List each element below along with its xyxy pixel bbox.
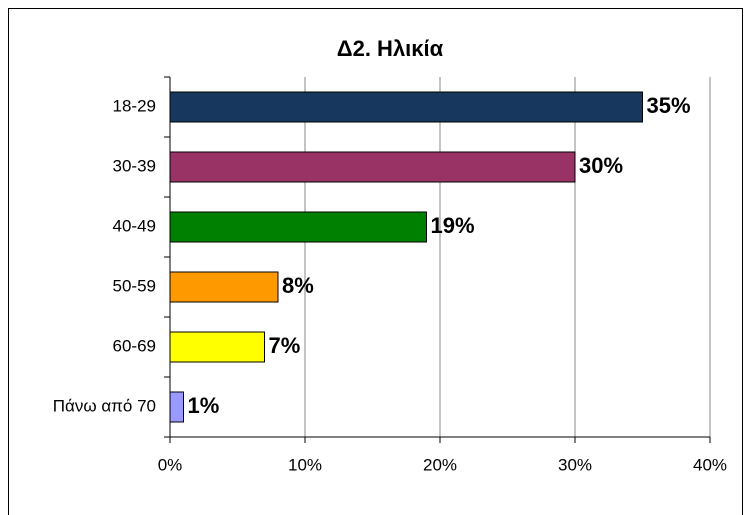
y-tick-label: 60-69 (113, 336, 156, 355)
data-label: 30% (579, 153, 623, 178)
bar (169, 271, 279, 303)
bar (169, 391, 184, 423)
bar (169, 151, 576, 183)
chart-title: Δ2. Ηλικία (337, 36, 444, 61)
y-tick-label: Πάνω από 70 (53, 396, 156, 415)
data-label: 19% (431, 213, 475, 238)
x-tick-label: 20% (423, 455, 457, 474)
data-label: 7% (269, 333, 301, 358)
x-tick-label: 10% (288, 455, 322, 474)
x-tick-label: 30% (558, 455, 592, 474)
data-label: 8% (282, 273, 314, 298)
y-tick-label: 40-49 (113, 216, 156, 235)
y-tick-label: 30-39 (113, 156, 156, 175)
data-label: 1% (188, 393, 220, 418)
bar (169, 211, 427, 243)
data-label: 35% (647, 93, 691, 118)
y-tick-label: 50-59 (113, 276, 156, 295)
x-tick-label: 40% (693, 455, 727, 474)
bar (169, 331, 265, 363)
y-tick-label: 18-29 (113, 96, 156, 115)
bar (169, 91, 643, 123)
chart-border (8, 8, 743, 515)
x-tick-label: 0% (158, 455, 183, 474)
